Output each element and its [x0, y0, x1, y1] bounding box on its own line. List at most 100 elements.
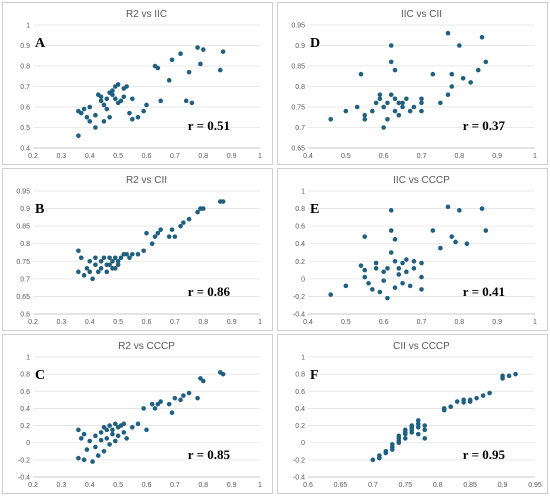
data-point: [130, 424, 135, 430]
data-point: [121, 430, 127, 435]
data-point: [135, 251, 141, 257]
data-point: [370, 287, 375, 292]
data-point: [415, 424, 421, 430]
x-tick-label: 0.8: [198, 153, 208, 160]
x-tick-label: 0.9: [492, 153, 502, 160]
data-point: [107, 255, 112, 261]
data-point: [98, 258, 104, 264]
x-tick-label: 0.3: [57, 482, 67, 489]
x-tick-label: 0.6: [303, 482, 313, 489]
y-tick-label: 0.85: [16, 224, 30, 231]
data-point: [186, 216, 192, 222]
data-point: [445, 30, 451, 36]
data-point: [141, 108, 146, 114]
data-point: [354, 104, 360, 110]
data-point: [127, 110, 132, 116]
data-point: [377, 96, 383, 102]
correlation-value: r = 0.51: [188, 118, 230, 133]
x-tick-label: 1: [533, 319, 537, 326]
x-tick-label: 0.9: [498, 482, 508, 489]
y-tick-label: 0.7: [20, 276, 30, 283]
data-point: [110, 258, 115, 264]
data-point: [396, 100, 402, 106]
x-tick-label: 0.6: [142, 319, 152, 326]
x-tick-label: 1: [258, 482, 262, 489]
data-point: [419, 108, 424, 114]
data-point: [178, 51, 183, 56]
data-point: [392, 108, 398, 114]
scatter-plot: 0.6 0.65 0.7 0.75 0.8 0.85 0.9 0.95 0.2 0.3 0.4 0.5…: [16, 175, 262, 326]
data-point: [388, 59, 394, 65]
y-tick-label: 0.95: [16, 189, 30, 196]
data-point: [419, 96, 424, 102]
panel-letter: D: [310, 36, 320, 51]
y-tick-label: 0.6: [20, 389, 30, 396]
data-point: [430, 71, 436, 77]
data-point: [396, 433, 402, 439]
data-point: [107, 262, 112, 268]
x-tick-label: 0.9: [227, 319, 237, 326]
x-tick-label: 0.5: [341, 153, 351, 160]
data-point: [107, 423, 112, 428]
x-tick-label: 0.8: [198, 482, 208, 489]
data-point: [90, 459, 95, 464]
data-point: [76, 269, 81, 275]
data-point: [124, 436, 129, 441]
data-point: [377, 455, 382, 461]
data-point: [483, 59, 489, 65]
data-point: [101, 255, 107, 261]
y-tick-label: 1: [26, 355, 30, 362]
x-tick-label: 0.7: [170, 153, 180, 160]
correlation-value: r = 0.41: [463, 284, 505, 299]
x-tick-label: 0.8: [454, 153, 464, 160]
data-point: [115, 82, 121, 87]
data-point: [181, 220, 186, 225]
data-point: [390, 442, 395, 447]
data-point: [195, 395, 200, 401]
data-point: [158, 227, 163, 232]
data-point: [112, 421, 118, 427]
data-point: [438, 100, 443, 106]
data-point: [388, 43, 394, 48]
data-point: [87, 119, 93, 124]
data-point: [135, 421, 141, 427]
correlation-value: r = 0.95: [463, 447, 506, 462]
data-point: [373, 260, 379, 266]
data-point: [388, 92, 394, 97]
x-tick-label: 0.8: [433, 482, 443, 489]
x-tick-label: 0.6: [379, 153, 389, 160]
y-tick-label: 0.4: [20, 406, 30, 413]
data-point: [158, 399, 163, 404]
y-tick-label: 0.75: [291, 105, 305, 112]
data-point: [409, 423, 415, 428]
chart-title: R2 vs CCCP: [118, 341, 175, 352]
data-point: [392, 67, 398, 73]
data-point: [475, 67, 481, 73]
data-point: [107, 442, 112, 447]
scatter-plot: -0.4 -0.2 0 0.2 0.4 0.6 0.8 1 0.6 0.65 0.7 0.75 0.8 0…: [293, 341, 542, 489]
data-point: [112, 255, 118, 261]
y-tick-label: -0.2: [293, 294, 305, 301]
y-tick-label: -0.4: [18, 475, 30, 482]
data-point: [402, 436, 408, 441]
data-point: [373, 266, 379, 271]
data-point: [81, 273, 87, 278]
data-point: [381, 125, 386, 130]
data-point: [404, 257, 409, 262]
data-point: [388, 228, 394, 233]
y-tick-label: 0: [301, 276, 305, 283]
y-tick-label: 0.9: [20, 206, 30, 213]
data-point: [93, 125, 98, 130]
data-point: [487, 390, 492, 396]
panel-a: 0.4 0.5 0.6 0.7 0.8 0.9 1 0.2 0.3 0.4 0.5 0.6 0.7 0.8…: [2, 2, 273, 165]
y-tick-label: -0.4: [293, 312, 305, 319]
data-point: [483, 228, 489, 233]
data-point: [362, 117, 368, 122]
y-tick-label: -0.2: [293, 457, 305, 464]
data-point: [358, 263, 364, 268]
data-point: [328, 292, 333, 297]
panel-letter: C: [35, 368, 45, 383]
data-point: [81, 457, 87, 463]
data-point: [124, 251, 129, 257]
correlation-value: r = 0.86: [188, 284, 231, 299]
